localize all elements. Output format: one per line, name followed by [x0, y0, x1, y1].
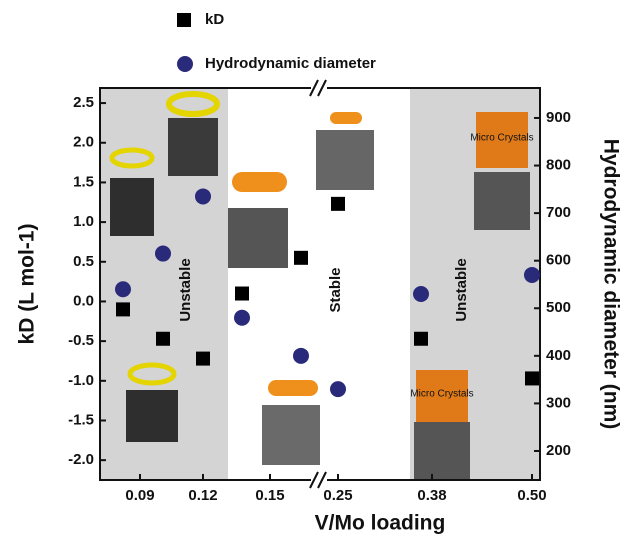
x-tick-label: 0.25 — [323, 487, 352, 504]
y-axis-title: kD (L mol-1) — [16, 224, 39, 345]
x-tick-label: 0.09 — [125, 487, 154, 504]
x-tick-label: 0.12 — [188, 487, 217, 504]
y2-tick-label: 300 — [546, 394, 571, 411]
annotation: Unstable — [177, 258, 194, 321]
y2-tick-label: 400 — [546, 347, 571, 364]
y2-tick-label: 800 — [546, 157, 571, 174]
y-tick-label: 0.0 — [73, 292, 94, 309]
y-tick-label: 0.5 — [73, 253, 94, 270]
point — [195, 188, 211, 204]
point — [294, 251, 308, 265]
annotation: Stable — [327, 267, 344, 312]
y2-tick-label: 200 — [546, 442, 571, 459]
annotation: Micro Crystals — [470, 133, 533, 144]
y2-tick-label: 900 — [546, 109, 571, 126]
x-tick-label: 0.38 — [417, 487, 446, 504]
y-tick-label: -1.5 — [68, 411, 94, 428]
point — [525, 371, 539, 385]
point — [413, 286, 429, 302]
point — [524, 267, 540, 283]
point — [235, 287, 249, 301]
point — [234, 310, 250, 326]
legend-label: kD — [205, 11, 224, 28]
point — [116, 302, 130, 316]
y-tick-label: -1.0 — [68, 372, 94, 389]
y-tick-label: -2.0 — [68, 451, 94, 468]
y2-tick-label: 500 — [546, 299, 571, 316]
legend-marker — [177, 56, 193, 72]
y-tick-label: 2.5 — [73, 94, 94, 111]
y-tick-label: 1.5 — [73, 173, 94, 190]
y2-axis-title: Hydrodynamic diameter (nm) — [599, 139, 622, 430]
chart: Micro Crystals Micro Crystals Unstable S… — [0, 0, 630, 550]
y-tick-label: 1.0 — [73, 213, 94, 230]
y2-tick-label: 700 — [546, 204, 571, 221]
legend-label: Hydrodynamic diameter — [205, 55, 376, 72]
point — [331, 197, 345, 211]
legend-marker — [177, 13, 191, 27]
annotation: Micro Crystals — [410, 389, 473, 400]
y-tick-label: -0.5 — [68, 332, 94, 349]
point — [293, 348, 309, 364]
x-tick-label: 0.15 — [255, 487, 284, 504]
point — [196, 352, 210, 366]
x-axis-title: V/Mo loading — [315, 512, 446, 535]
x-tick-label: 0.50 — [517, 487, 546, 504]
annotation: Unstable — [453, 258, 470, 321]
y-tick-label: 2.0 — [73, 134, 94, 151]
point — [414, 332, 428, 346]
point — [156, 332, 170, 346]
y2-tick-label: 600 — [546, 252, 571, 269]
point — [115, 281, 131, 297]
point — [330, 381, 346, 397]
point — [155, 246, 171, 262]
